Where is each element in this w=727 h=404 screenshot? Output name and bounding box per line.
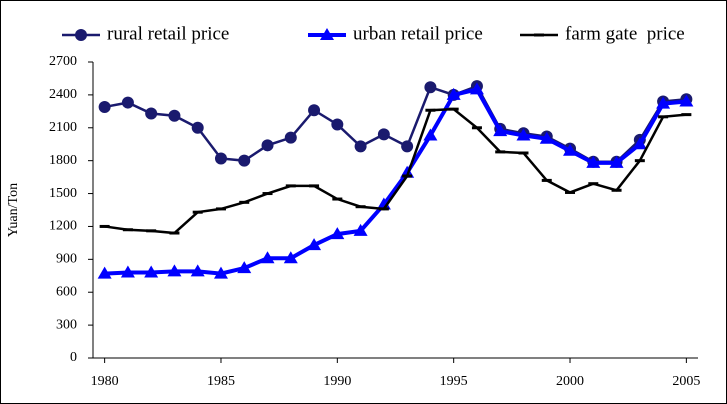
x-tick-label: 1985 [207,374,235,389]
data-point [516,128,531,141]
data-point [469,82,484,95]
data-point [330,227,345,240]
data-point [260,251,275,264]
data-point [586,155,601,168]
data-point [168,109,181,122]
x-tick-label: 2000 [556,374,584,389]
y-tick-label: 0 [70,350,77,365]
x-tick-label: 2005 [672,374,700,389]
legend-label: urban retail price [353,23,483,44]
y-tick-label: 1500 [49,186,77,201]
y-tick-label: 2700 [49,54,77,69]
data-point [376,197,391,210]
y-tick-label: 600 [56,284,77,299]
data-point [120,265,135,278]
data-point [144,265,159,278]
data-point [98,100,111,113]
data-point [632,137,647,150]
legend-label: farm gate price [565,23,685,44]
y-tick-label: 1200 [49,219,77,234]
data-point [97,266,112,279]
x-tick-label: 1990 [323,374,351,389]
data-point [145,107,158,120]
y-tick-label: 1800 [49,153,77,168]
data-point [307,238,322,251]
x-tick-label: 1995 [440,374,468,389]
y-tick-label: 300 [56,317,77,332]
legend-marker [75,29,87,41]
legend-label: rural retail price [107,23,229,44]
data-point [213,266,228,279]
data-point [283,251,298,264]
data-point [679,94,694,107]
data-point [284,131,297,144]
legend-marker [320,28,334,40]
data-point [609,155,624,168]
data-point [424,81,437,94]
data-point [167,264,182,277]
data-point [121,96,134,109]
data-point [353,223,368,236]
data-point [308,104,321,117]
data-point [238,154,251,167]
data-point [237,261,252,274]
data-point [261,139,274,152]
y-axis-label: Yuan/Ton [6,183,21,237]
data-point [377,128,390,141]
data-point [423,128,438,141]
data-point [656,96,671,109]
x-tick-label: 1980 [91,374,119,389]
data-point [191,121,204,134]
data-point [446,87,461,100]
data-point [190,264,205,277]
data-point [354,140,367,153]
data-point [214,152,227,165]
y-tick-label: 2400 [49,87,77,102]
data-point [539,131,554,144]
data-point [331,118,344,131]
y-tick-label: 2100 [49,120,77,135]
data-point [563,143,578,156]
data-point [401,140,414,153]
y-tick-label: 900 [56,252,77,267]
data-point [493,124,508,137]
